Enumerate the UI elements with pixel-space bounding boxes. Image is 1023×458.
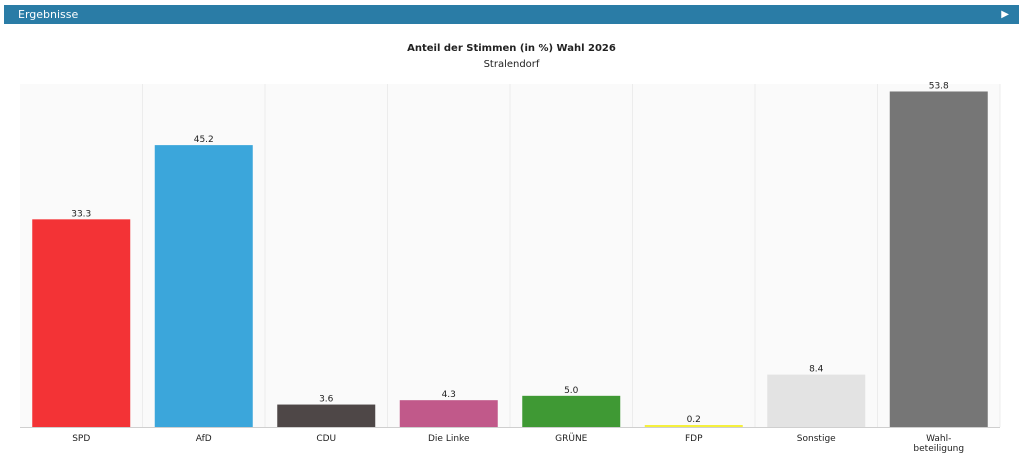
chart-title: Anteil der Stimmen (in %) Wahl 2026 (407, 43, 616, 54)
column-background (387, 84, 510, 427)
data-label: 3.6 (319, 395, 334, 405)
bar-sonstige (767, 374, 866, 427)
data-label: 53.8 (929, 81, 949, 91)
play-arrow-icon[interactable]: ▶ (1001, 9, 1009, 20)
data-label: 45.2 (194, 135, 214, 145)
bar-cdu (277, 404, 376, 427)
chart-subtitle: Stralendorf (483, 59, 540, 70)
data-label: 4.3 (442, 390, 456, 400)
column-background (265, 84, 388, 427)
category-label: AfD (196, 434, 212, 444)
results-header-bar[interactable]: Ergebnisse ▶ (4, 5, 1019, 24)
category-label: FDP (685, 434, 703, 444)
column-background (632, 84, 755, 427)
category-label: Sonstige (797, 434, 836, 444)
bar-die-linke (399, 400, 498, 427)
category-label: Wahl- (926, 434, 951, 444)
column-background (510, 84, 633, 427)
bar-fdp (644, 425, 743, 427)
category-label: CDU (316, 434, 336, 444)
category-label: Die Linke (428, 434, 470, 444)
data-label: 5.0 (564, 386, 579, 396)
data-label: 0.2 (687, 415, 701, 425)
column-background (755, 84, 878, 427)
bar-afd (154, 145, 253, 427)
data-label: 33.3 (71, 209, 91, 219)
results-header-title: Ergebnisse (18, 8, 79, 21)
data-label: 8.4 (809, 365, 824, 375)
category-label: SPD (72, 434, 90, 444)
bar-gr-ne (522, 395, 621, 427)
category-label: beteiligung (913, 444, 964, 454)
category-label: GRÜNE (555, 433, 588, 444)
bar-wahl-beteiligung (889, 91, 988, 427)
bar-spd (32, 219, 131, 427)
